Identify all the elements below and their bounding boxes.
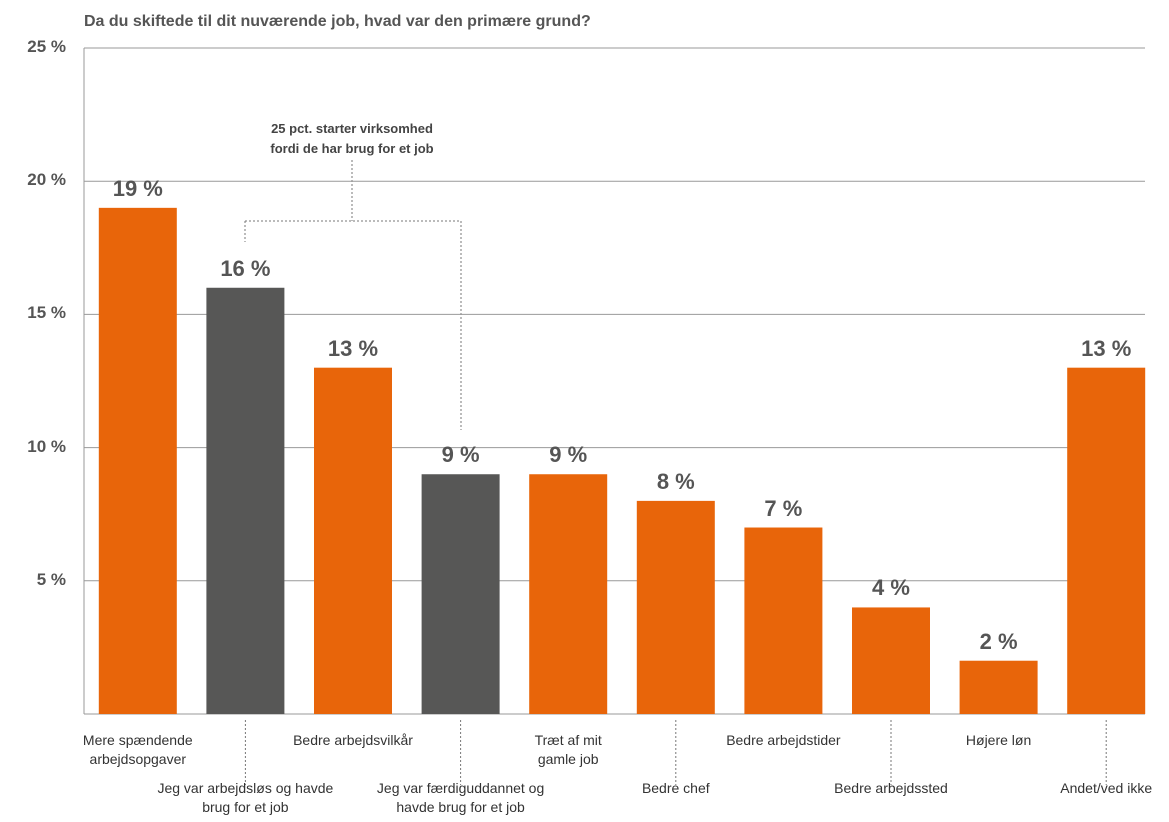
bar	[636, 500, 715, 714]
y-tick-label: 10 %	[27, 436, 66, 456]
value-label: 9 %	[441, 442, 480, 468]
annotation-bracket	[244, 160, 462, 430]
value-label: 4 %	[872, 575, 910, 601]
x-tick-label: Mere spændende arbejdsopgaver	[82, 732, 193, 767]
x-tick-label: Andet/ved ikke	[1060, 780, 1153, 796]
x-tick-label: Bedre arbejdstider	[726, 732, 841, 748]
x-tick-label: Bedre arbejdssted	[834, 780, 948, 796]
value-label: 16 %	[220, 255, 271, 281]
bar	[529, 474, 608, 714]
bar	[852, 607, 930, 714]
value-label: 7 %	[764, 495, 803, 521]
y-tick-label: 5 %	[36, 569, 66, 589]
value-label: 9 %	[549, 442, 588, 468]
bar	[959, 660, 1038, 714]
value-label: 19 %	[112, 175, 163, 201]
y-tick-label: 15 %	[27, 303, 66, 323]
y-tick-label: 20 %	[27, 170, 66, 190]
x-tick-label: Bedre chef	[641, 780, 710, 796]
bar	[314, 367, 392, 714]
bar	[98, 207, 177, 714]
value-label: 13 %	[327, 335, 379, 361]
value-label: 13 %	[1081, 335, 1132, 361]
x-tick-label: Jeg var arbejdsløs og havde brug for et …	[157, 780, 334, 815]
bar	[1067, 367, 1146, 714]
annotation: 25 pct. starter virksomhed fordi de har …	[270, 121, 434, 156]
chart-title: Da du skiftede til dit nuværende job, hv…	[84, 13, 591, 30]
x-tick-label: Træt af mit gamle job	[534, 732, 602, 767]
bar	[421, 474, 500, 714]
x-tick-label: Jeg var færdiguddannet og havde brug for…	[376, 780, 545, 815]
x-tick-label: Bedre arbejdsvilkår	[293, 732, 413, 748]
value-label: 8 %	[656, 468, 695, 494]
x-tick-label: Højere løn	[965, 732, 1032, 748]
y-tick-label: 25 %	[27, 37, 66, 56]
value-label: 2 %	[979, 628, 1018, 654]
bar	[206, 287, 285, 714]
bar	[744, 527, 823, 714]
